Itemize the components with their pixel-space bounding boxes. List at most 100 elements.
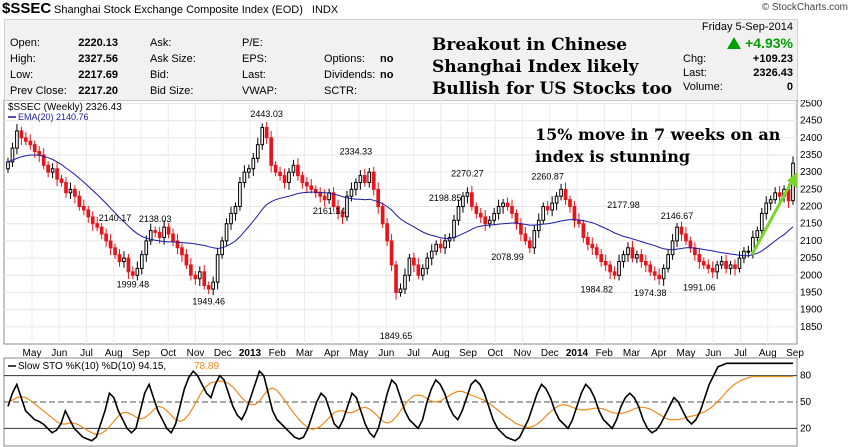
quote-label: Options: [324,53,365,65]
x-tick-label: Apr [651,348,667,359]
quote-label: Open: [10,37,40,49]
quote-label: Last: [242,69,266,81]
price-annotation: 2198.85 [429,193,462,203]
candle-body [661,267,666,280]
quote-summary: Friday 5-Sep-2014 +4.93% Chg: +109.23 La… [683,21,793,93]
candle-body [657,274,662,280]
quote-label: Ask Size: [150,53,196,65]
candle-body [425,257,430,269]
candle-body [313,188,318,194]
x-tick-label: Oct [487,348,503,359]
y-tick-label: 2000 [800,270,823,281]
price-annotation: 1991.06 [683,282,716,292]
quote-label: VWAP: [242,85,278,97]
candle-body [349,188,354,197]
candle-body [148,230,153,242]
candle-body [697,254,702,263]
candle-body [773,192,777,201]
candle-body [412,257,416,266]
y-tick-label: 2150 [800,219,823,230]
candle-body [675,226,679,242]
candle-body [577,219,581,225]
x-tick-label: Nov [187,348,205,359]
candle-body [679,226,684,235]
price-annotation: 1949.46 [192,297,225,307]
candle-body [287,171,291,183]
ema-legend: EMA(20) 2140.76 [18,112,89,122]
candle-body [777,192,782,197]
candle-body [581,223,586,238]
candle-body [443,240,447,249]
index-name: Shanghai Stock Exchange Composite Index … [54,4,344,16]
y-tick-label: 2050 [800,253,823,264]
candle-body [59,178,64,183]
candle-body [733,264,737,269]
watermark: © StockCharts.com [761,2,848,13]
candle-body [693,247,697,256]
candle-body [487,219,492,225]
candle-body [545,206,550,211]
candle-body [759,212,764,232]
candle-body [86,209,91,218]
candle-body [64,181,68,194]
x-tick-label: Jul [80,348,93,359]
price-annotation: 2270.27 [451,168,484,178]
candle-body [184,254,189,266]
y-tick-label: 2350 [800,150,823,161]
candle-body [585,236,590,245]
x-tick-label: 2013 [239,348,262,359]
x-tick-label: Jul [734,348,747,359]
quote-label: Bid Size: [150,85,194,97]
x-tick-label: Mar [296,348,314,359]
candle-body [715,264,720,273]
candle-body [90,216,95,225]
candle-body [742,250,746,259]
x-tick-label: Sep [786,348,804,359]
sto-tick-label: 80 [800,371,812,382]
candle-body [215,254,220,283]
candle-body [197,271,202,280]
quote-value: no [380,69,394,81]
index-full-name: Shanghai Stock Exchange Composite Index … [54,4,303,16]
quote-value: 2327.56 [78,53,118,65]
candle-body [117,254,122,263]
candle-body [6,161,10,170]
candle-body [496,206,501,214]
move-annotation: index is stunning [535,147,690,166]
candle-body [367,171,372,183]
price-annotation: 2078.99 [491,252,524,262]
y-tick-label: 1950 [800,287,823,298]
candle-body [572,206,577,221]
candle-body [461,195,465,208]
exchange-label: INDX [311,4,339,16]
x-tick-label: Feb [269,348,287,359]
candle-body [559,188,563,197]
volume-row: Volume: 0 [683,81,793,93]
ema-line [7,154,794,257]
x-tick-label: Sep [132,348,150,359]
quote-label: P/E: [242,37,263,49]
candle-body [389,240,394,266]
candle-body [95,223,100,228]
candle-body [643,261,648,266]
candle-body [139,254,144,269]
candle-body [166,226,171,235]
candle-body [701,261,706,266]
sto-k-line [7,362,793,442]
candle-body [28,140,33,146]
candle-body [238,181,242,208]
candle-body [291,164,296,173]
y-tick-label: 2300 [800,167,823,178]
breakout-arrow [750,178,795,256]
candle-body [621,254,626,263]
x-tick-label: Apr [324,348,340,359]
breakout-arrow-head [787,172,797,189]
x-tick-label: May [23,348,42,359]
candle-body [242,171,247,183]
candle-body [376,188,381,208]
candle-body [590,243,595,249]
candle-body [144,240,149,256]
candle-body [523,233,528,242]
price-annotation: 2161.14 [313,206,346,216]
candle-body [305,181,309,187]
